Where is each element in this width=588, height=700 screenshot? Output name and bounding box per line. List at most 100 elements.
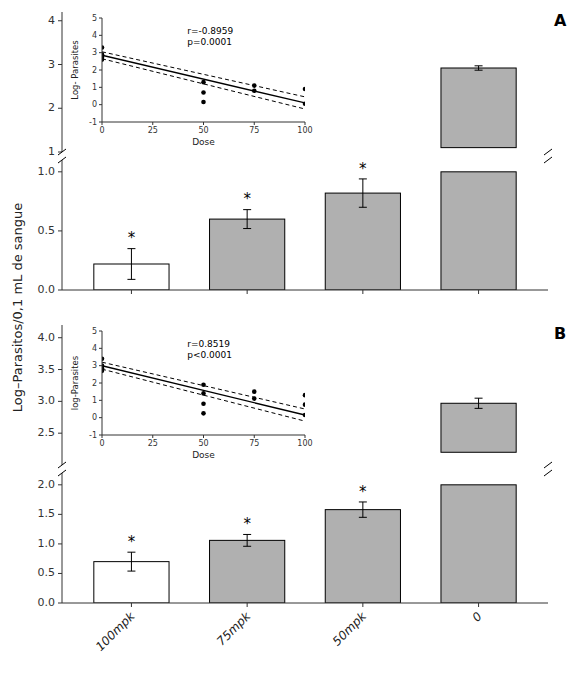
inset-x-tick-label: 25 (148, 439, 158, 448)
bar (441, 403, 516, 452)
inset-y-tick-label: 1 (92, 83, 97, 92)
y-tick (58, 603, 62, 604)
error-cap (359, 517, 367, 518)
inset-y-tick-label: -1 (89, 118, 97, 127)
inset-x-tick (203, 435, 204, 438)
y-tick-label: 1.0 (38, 537, 56, 550)
error-bar (127, 249, 135, 280)
y-tick-label: 3.0 (38, 394, 56, 407)
inset-y-tick (99, 348, 102, 349)
inset-x-tick-label: 100 (297, 439, 312, 448)
inset-y-tick-label: 0 (92, 413, 97, 422)
y-axis-line (62, 473, 63, 603)
y-tick-label: 1 (48, 145, 55, 158)
error-bar (475, 398, 483, 408)
y-axis-line (62, 325, 63, 465)
x-tick (131, 290, 132, 294)
inset-y-tick (99, 122, 102, 123)
axis-break (58, 470, 66, 476)
y-axis-line (62, 160, 63, 290)
inset-y-tick-label: 5 (92, 327, 97, 336)
x-tick (478, 290, 479, 294)
inset-y-tick-label: 0 (92, 100, 97, 109)
y-tick (58, 20, 62, 21)
inset-background (102, 331, 305, 435)
error-cap (475, 408, 483, 409)
y-tick (58, 543, 62, 544)
inset-y-tick (99, 417, 102, 418)
y-tick (58, 171, 62, 172)
inset-annotation: p<0.0001 (187, 350, 232, 360)
error-bar (359, 502, 367, 517)
y-tick (58, 290, 62, 291)
error-cap (359, 207, 367, 208)
error-bar (127, 552, 135, 571)
x-tick (247, 290, 248, 294)
significance-marker: * (128, 533, 136, 551)
inset-y-tick-label: 3 (92, 361, 97, 370)
axis-break (58, 157, 66, 163)
inset-y-tick (99, 35, 102, 36)
x-tick-label: 75mpk (214, 608, 254, 648)
x-axis-line (62, 603, 548, 604)
y-tick (58, 64, 62, 65)
axis-break (544, 462, 552, 468)
y-tick-label: 0.0 (38, 596, 56, 609)
error-line (362, 502, 363, 517)
inset-y-tick (99, 18, 102, 19)
inset-x-axis-label: Dose (192, 450, 215, 460)
inset-y-tick-label: 2 (92, 379, 97, 388)
y-tick-label: 0.0 (38, 283, 56, 296)
significance-marker: * (243, 515, 251, 533)
inset-x-tick (254, 435, 255, 438)
fit-line (102, 55, 305, 103)
inset-x-tick-label: 50 (198, 439, 208, 448)
y-tick-label: 2.5 (38, 426, 56, 439)
error-cap (359, 501, 367, 502)
error-bar (243, 534, 251, 546)
bars (94, 172, 516, 290)
axis-break (58, 149, 66, 155)
axis-break (58, 462, 66, 468)
y-tick-label: 4.0 (38, 331, 56, 344)
bar (210, 540, 285, 603)
inset-y-tick (99, 331, 102, 332)
y-tick (58, 337, 62, 338)
inset-y-tick (99, 400, 102, 401)
inset-y-tick-label: 1 (92, 396, 97, 405)
scatter-point (201, 391, 206, 396)
x-tick (247, 603, 248, 607)
error-cap (127, 248, 135, 249)
fit-line (102, 366, 305, 415)
error-cap (127, 571, 135, 572)
scatter-point (252, 83, 257, 88)
bar (325, 510, 400, 603)
y-tick-label: 3.5 (38, 363, 56, 376)
inset-x-tick-label: 0 (99, 126, 104, 135)
y-tick-label: 2.0 (38, 478, 56, 491)
error-cap (359, 178, 367, 179)
x-tick-label: 0 (469, 609, 485, 625)
bar (210, 219, 285, 290)
inset-background (102, 18, 305, 122)
scatter-point (201, 100, 206, 105)
inset-x-tick (305, 435, 306, 438)
inset-plot (102, 45, 305, 109)
inset-x-tick (152, 122, 153, 125)
chart: Log–Parasitos/0,1 mL de sangue***0.00.51… (0, 0, 588, 700)
scatter-point (201, 90, 206, 95)
fit-line (102, 369, 305, 421)
x-axis-line (62, 290, 548, 291)
bars (94, 485, 516, 603)
inset-x-tick-label: 25 (148, 126, 158, 135)
inset-y-tick (99, 87, 102, 88)
inset-x-tick (254, 122, 255, 125)
inset: 0255075100-1012345Doselog-Parasitesr=0.8… (70, 327, 313, 461)
inset-x-tick-label: 50 (198, 126, 208, 135)
inset-y-tick-label: -1 (89, 431, 97, 440)
x-tick (362, 603, 363, 607)
scatter-point (201, 80, 206, 85)
scatter-point (303, 393, 305, 398)
inset-y-tick (99, 383, 102, 384)
y-tick-label: 0.5 (38, 566, 56, 579)
